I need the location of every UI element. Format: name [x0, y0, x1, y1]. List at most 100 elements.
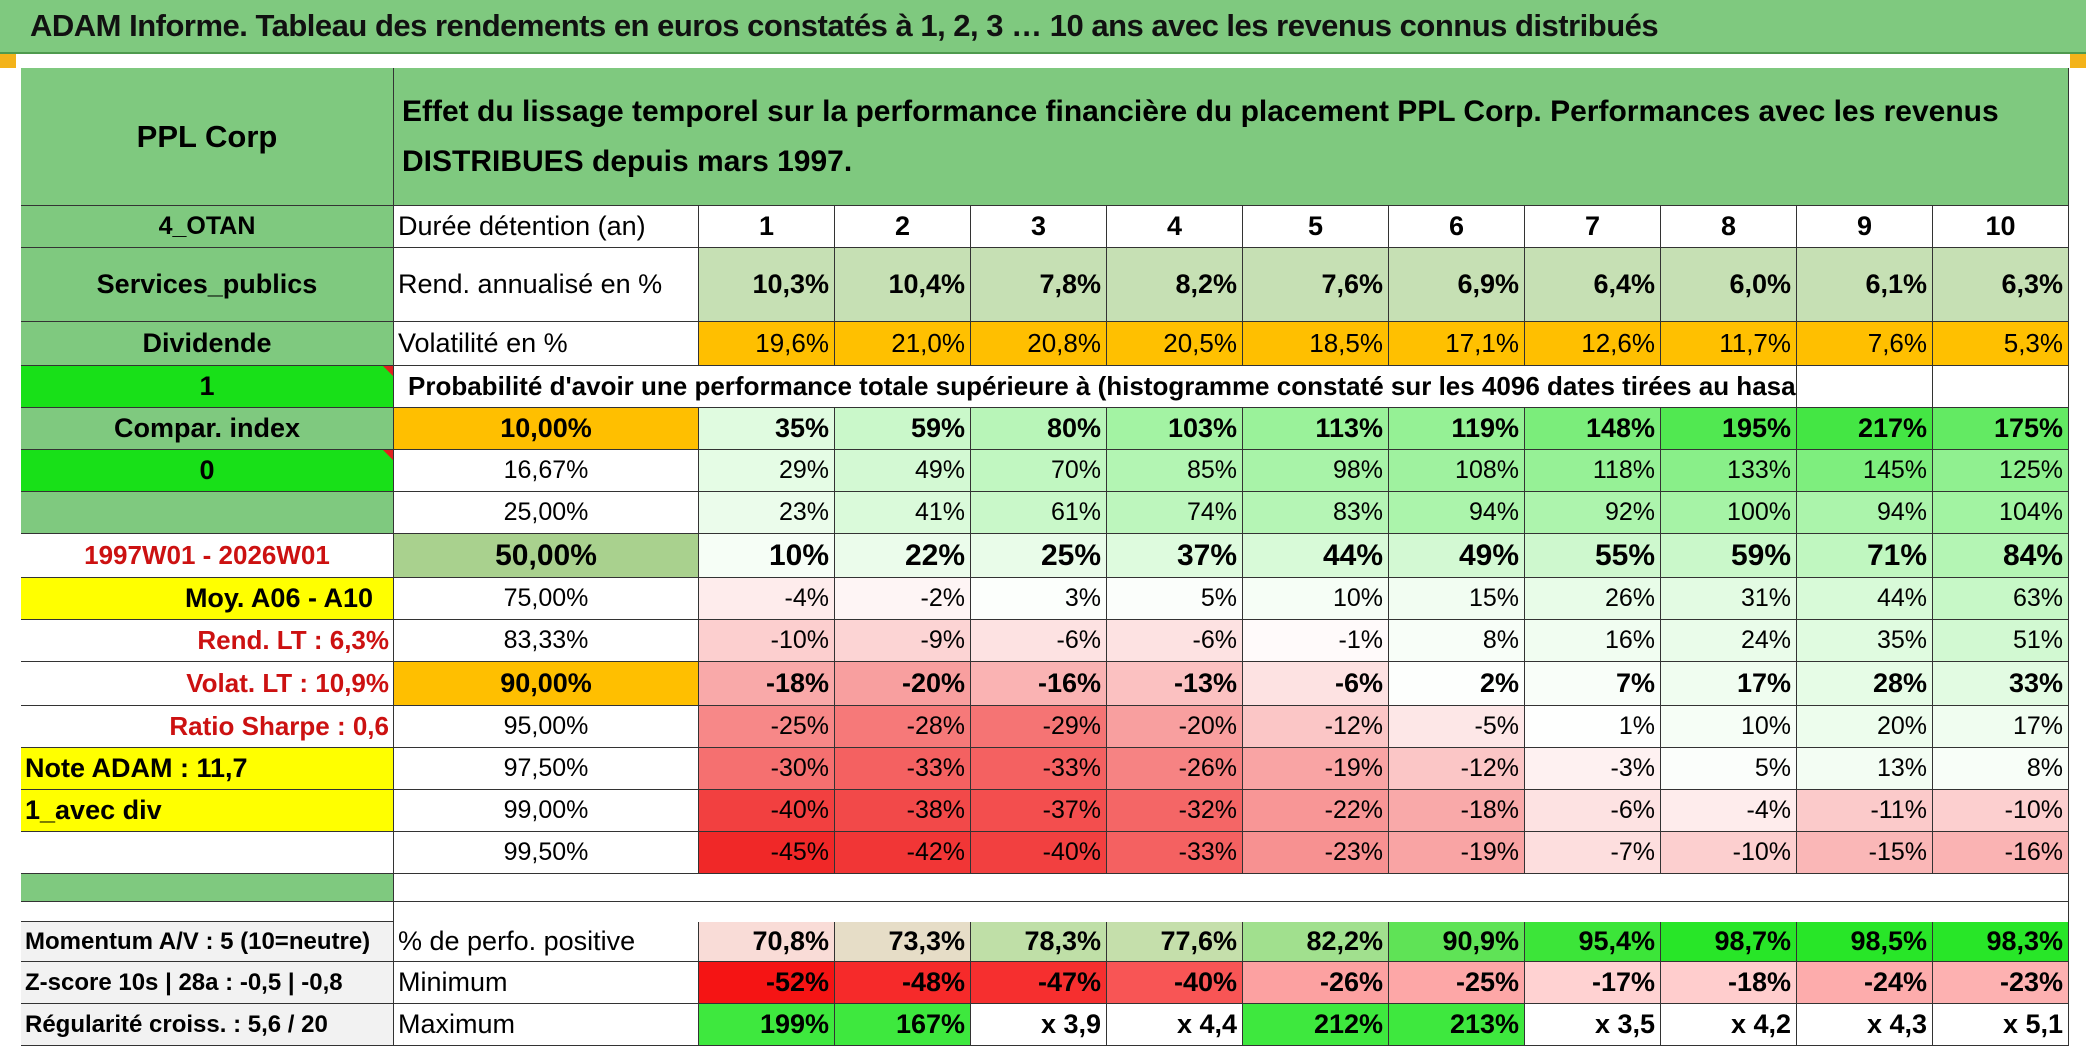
- quantile-value: 29%: [699, 450, 835, 492]
- maximum-value: x 3,5: [1525, 1004, 1661, 1046]
- volatility-value: 7,6%: [1797, 322, 1933, 366]
- quantile-value: -6%: [1243, 662, 1389, 706]
- report-title: ADAM Informe. Tableau des rendements en …: [30, 8, 1659, 43]
- quantile-value: 33%: [1933, 662, 2069, 706]
- quantile-value: 3%: [971, 578, 1107, 620]
- quantile-value: -7%: [1525, 832, 1661, 874]
- quantile-label: 90,00%: [394, 662, 699, 706]
- volatility-value: 12,6%: [1525, 322, 1661, 366]
- quantile-value: -6%: [971, 620, 1107, 662]
- quantile-value: 118%: [1525, 450, 1661, 492]
- maximum-value: x 3,9: [971, 1004, 1107, 1046]
- quantile-value: -33%: [971, 748, 1107, 790]
- quantile-value: 103%: [1107, 408, 1243, 450]
- report-title-bar: ADAM Informe. Tableau des rendements en …: [0, 0, 2086, 54]
- maximum-value: 167%: [835, 1004, 971, 1046]
- quantile-value: -37%: [971, 790, 1107, 832]
- regularity-label: Régularité croiss. : 5,6 / 20: [21, 1004, 394, 1046]
- volatility-value: 18,5%: [1243, 322, 1389, 366]
- long-term-volatility: Volat. LT : 10,9%: [21, 662, 394, 706]
- quantile-value: 71%: [1797, 534, 1933, 578]
- minimum-value: -40%: [1107, 962, 1243, 1004]
- minimum-value: -23%: [1933, 962, 2069, 1004]
- positive-perf-value: 98,7%: [1661, 922, 1797, 962]
- quantile-value: -6%: [1107, 620, 1243, 662]
- maximum-value: x 5,1: [1933, 1004, 2069, 1046]
- quantile-value: 119%: [1389, 408, 1525, 450]
- quantile-value: 92%: [1525, 492, 1661, 534]
- minimum-value: -26%: [1243, 962, 1389, 1004]
- quantile-value: -32%: [1107, 790, 1243, 832]
- quantile-value: -20%: [1107, 706, 1243, 748]
- quantile-value: 98%: [1243, 450, 1389, 492]
- quantile-value: -2%: [835, 578, 971, 620]
- quantile-value: -40%: [971, 832, 1107, 874]
- quantile-value: 49%: [1389, 534, 1525, 578]
- period-label: 1997W01 - 2026W01: [21, 534, 394, 578]
- quantile-label: 95,00%: [394, 706, 699, 748]
- quantile-value: 2%: [1389, 662, 1525, 706]
- quantile-value: -19%: [1243, 748, 1389, 790]
- compare-index-label: Compar. index: [21, 408, 394, 450]
- table-description: Effet du lissage temporel sur la perform…: [394, 68, 2069, 206]
- empty-cell: [1797, 366, 1933, 408]
- annual-return-value: 10,4%: [835, 248, 971, 322]
- spacer-row: [394, 874, 2069, 902]
- volatility-value: 20,5%: [1107, 322, 1243, 366]
- quantile-value: -6%: [1525, 790, 1661, 832]
- quantile-value: -10%: [1933, 790, 2069, 832]
- quantile-value: 10%: [1243, 578, 1389, 620]
- quantile-value: 22%: [835, 534, 971, 578]
- year-header: 7: [1525, 206, 1661, 248]
- quantile-label: 25,00%: [394, 492, 699, 534]
- year-header: 6: [1389, 206, 1525, 248]
- quantile-value: -12%: [1243, 706, 1389, 748]
- quantile-value: 108%: [1389, 450, 1525, 492]
- quantile-value: -11%: [1797, 790, 1933, 832]
- volatility-value: 19,6%: [699, 322, 835, 366]
- holding-duration-label: Durée détention (an): [394, 206, 699, 248]
- minimum-value: -47%: [971, 962, 1107, 1004]
- spacer-green: [21, 874, 394, 902]
- positive-perf-value: 90,9%: [1389, 922, 1525, 962]
- quantile-value: 35%: [699, 408, 835, 450]
- quantile-value: -13%: [1107, 662, 1243, 706]
- quantile-value: 217%: [1797, 408, 1933, 450]
- quantile-value: -38%: [835, 790, 971, 832]
- volatility-value: 5,3%: [1933, 322, 2069, 366]
- quantile-value: 63%: [1933, 578, 2069, 620]
- quantile-value: 5%: [1107, 578, 1243, 620]
- quantile-value: 125%: [1933, 450, 2069, 492]
- annual-return-value: 7,6%: [1243, 248, 1389, 322]
- positive-perf-value: 82,2%: [1243, 922, 1389, 962]
- quantile-value: 70%: [971, 450, 1107, 492]
- adam-score: Note ADAM : 11,7: [21, 748, 394, 790]
- maximum-value: x 4,4: [1107, 1004, 1243, 1046]
- quantile-value: -28%: [835, 706, 971, 748]
- flag-zero: 0: [21, 450, 394, 492]
- quantile-value: -33%: [1107, 832, 1243, 874]
- quantile-value: 17%: [1933, 706, 2069, 748]
- zscore-label: Z-score 10s | 28a : -0,5 | -0,8: [21, 962, 394, 1004]
- quantile-value: 145%: [1797, 450, 1933, 492]
- quantile-value: 195%: [1661, 408, 1797, 450]
- quantile-value: -45%: [699, 832, 835, 874]
- positive-perf-value: 78,3%: [971, 922, 1107, 962]
- momentum-label: Momentum A/V : 5 (10=neutre): [21, 922, 394, 962]
- quantile-value: -10%: [1661, 832, 1797, 874]
- quantile-value: 10%: [699, 534, 835, 578]
- quantile-value: 59%: [1661, 534, 1797, 578]
- quantile-value: -40%: [699, 790, 835, 832]
- quantile-value: -10%: [699, 620, 835, 662]
- quantile-value: 5%: [1661, 748, 1797, 790]
- year-header: 10: [1933, 206, 2069, 248]
- quantile-value: -3%: [1525, 748, 1661, 790]
- quantile-value: 28%: [1797, 662, 1933, 706]
- quantile-label: 50,00%: [394, 534, 699, 578]
- year-header: 4: [1107, 206, 1243, 248]
- quantile-value: -30%: [699, 748, 835, 790]
- blank-green-cell: [21, 492, 394, 534]
- annual-return-value: 6,9%: [1389, 248, 1525, 322]
- quantile-value: 44%: [1243, 534, 1389, 578]
- year-header: 9: [1797, 206, 1933, 248]
